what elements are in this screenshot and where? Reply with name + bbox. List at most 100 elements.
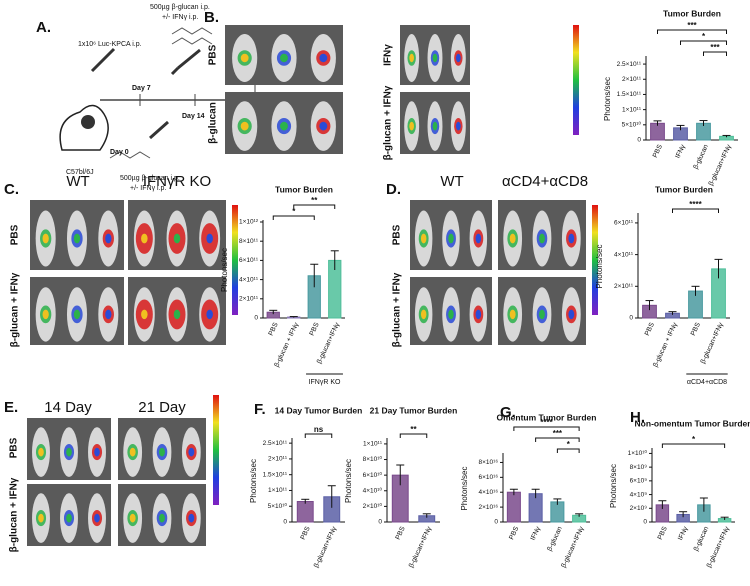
label: 500µg β-glucan i.p. — [150, 4, 210, 11]
signal — [129, 513, 136, 523]
signal — [456, 53, 461, 63]
group-label: αCD4+αCD8 — [687, 379, 727, 386]
y-tick-label: 8×10¹⁰ — [363, 455, 383, 463]
syringe — [90, 47, 116, 73]
y-axis-label: Photons/sec — [595, 244, 604, 288]
bar — [650, 122, 665, 141]
signal — [159, 513, 165, 523]
x-tick-label: IFNγ — [530, 525, 543, 542]
glucan-structure — [171, 27, 213, 45]
y-tick-label: 2×10¹¹ — [622, 76, 642, 83]
significance-bracket — [556, 448, 580, 453]
panel-label: D. — [386, 181, 401, 198]
x-tick-label: β-glucan+IFNγ — [706, 525, 731, 569]
significance-bracket — [293, 204, 336, 209]
y-tick-label: 1.5×10¹¹ — [263, 471, 288, 478]
signal — [206, 233, 213, 244]
y-tick-label: 2×10¹¹ — [268, 456, 288, 463]
tumor-cells — [81, 115, 95, 129]
y-tick-label: 1×10¹¹ — [268, 487, 288, 494]
y-tick-label: 5×10¹⁰ — [268, 502, 288, 510]
column-label: WT — [66, 173, 89, 190]
column-label: 21 Day — [138, 399, 186, 416]
x-tick-label: β-glucan — [546, 525, 564, 552]
y-tick-label: 6×10¹⁶ — [479, 474, 499, 481]
signal — [73, 309, 81, 320]
y-tick-label: 6×10⁹ — [630, 478, 648, 485]
panel-label: E. — [4, 399, 18, 416]
significance-label: * — [692, 435, 696, 444]
colorbar — [213, 395, 219, 505]
row-label: PBS — [208, 44, 219, 65]
x-tick-label: β-glucan+IFNγ — [708, 143, 733, 187]
signal — [105, 233, 112, 244]
signal — [409, 53, 414, 63]
signal — [73, 233, 81, 244]
row-label: β-glucan — [208, 102, 219, 144]
signal — [456, 121, 461, 131]
significance-bracket — [661, 443, 726, 448]
x-tick-label: β-glucan+IFNγ — [560, 525, 585, 569]
signal — [509, 309, 516, 320]
significance-bracket — [672, 208, 719, 213]
y-axis-label: Photons/sec — [609, 464, 618, 508]
signal — [66, 447, 72, 457]
panel-label: C. — [4, 181, 19, 198]
row-label: β-glucan + IFNγ — [383, 85, 394, 160]
y-tick-label: 4×10¹⁶ — [479, 489, 499, 496]
signal — [475, 309, 482, 320]
significance-label: *** — [710, 43, 720, 52]
bar — [550, 501, 565, 523]
y-tick-label: 6×10¹⁰ — [363, 471, 383, 479]
x-tick-label: PBS — [508, 525, 520, 541]
significance-label: ** — [410, 425, 417, 434]
x-tick-label: PBS — [268, 321, 280, 337]
signal — [38, 447, 44, 457]
significance-label: **** — [540, 418, 553, 427]
y-tick-label: 1.5×10¹¹ — [617, 91, 642, 98]
significance-bracket — [703, 51, 727, 56]
signal — [141, 309, 148, 320]
x-tick-label: PBS — [395, 525, 407, 541]
x-tick-label: β-glucan+IFNγ — [316, 321, 341, 365]
row-label: PBS — [9, 437, 20, 458]
significance-bracket — [399, 433, 428, 438]
panel-label: H. — [630, 409, 645, 426]
x-tick-label: IFNγ — [677, 525, 690, 542]
row-label: β-glucan + IFNγ — [392, 272, 403, 347]
label: +/- IFNγ i.p. — [162, 14, 198, 21]
syringe — [149, 120, 169, 140]
y-tick-label: 4×10⁹ — [630, 491, 648, 498]
panel-label: A. — [36, 19, 51, 36]
x-tick-label: β-glucan — [693, 143, 711, 170]
signal — [409, 121, 414, 131]
label: C57bl/6J — [66, 169, 94, 176]
signal — [420, 233, 427, 244]
significance-label: ** — [311, 196, 318, 205]
signal — [188, 513, 195, 523]
chart-title: 21 Day Tumor Burden — [370, 405, 458, 415]
signal — [206, 309, 213, 320]
signal — [539, 309, 545, 320]
signal — [280, 53, 288, 63]
chart-title: Tumor Burden — [663, 8, 721, 18]
x-tick-label: PBS — [657, 525, 669, 541]
x-tick-label: IFNγ — [675, 143, 688, 160]
signal — [568, 309, 575, 320]
significance-label: *** — [553, 429, 563, 438]
signal — [432, 121, 438, 131]
signal — [240, 53, 249, 63]
signal — [159, 447, 165, 457]
y-tick-label: 1×10¹² — [239, 219, 259, 226]
signal — [94, 447, 100, 457]
signal — [173, 233, 181, 244]
x-tick-label: β-glucan+IFNγ — [700, 321, 725, 365]
bar — [296, 501, 314, 523]
chart-title: Tumor Burden — [655, 184, 713, 194]
row-label: β-glucan + IFNγ — [10, 272, 21, 347]
signal — [38, 513, 44, 523]
y-tick-label: 4×10¹⁰ — [363, 486, 383, 494]
significance-label: ns — [314, 425, 324, 434]
